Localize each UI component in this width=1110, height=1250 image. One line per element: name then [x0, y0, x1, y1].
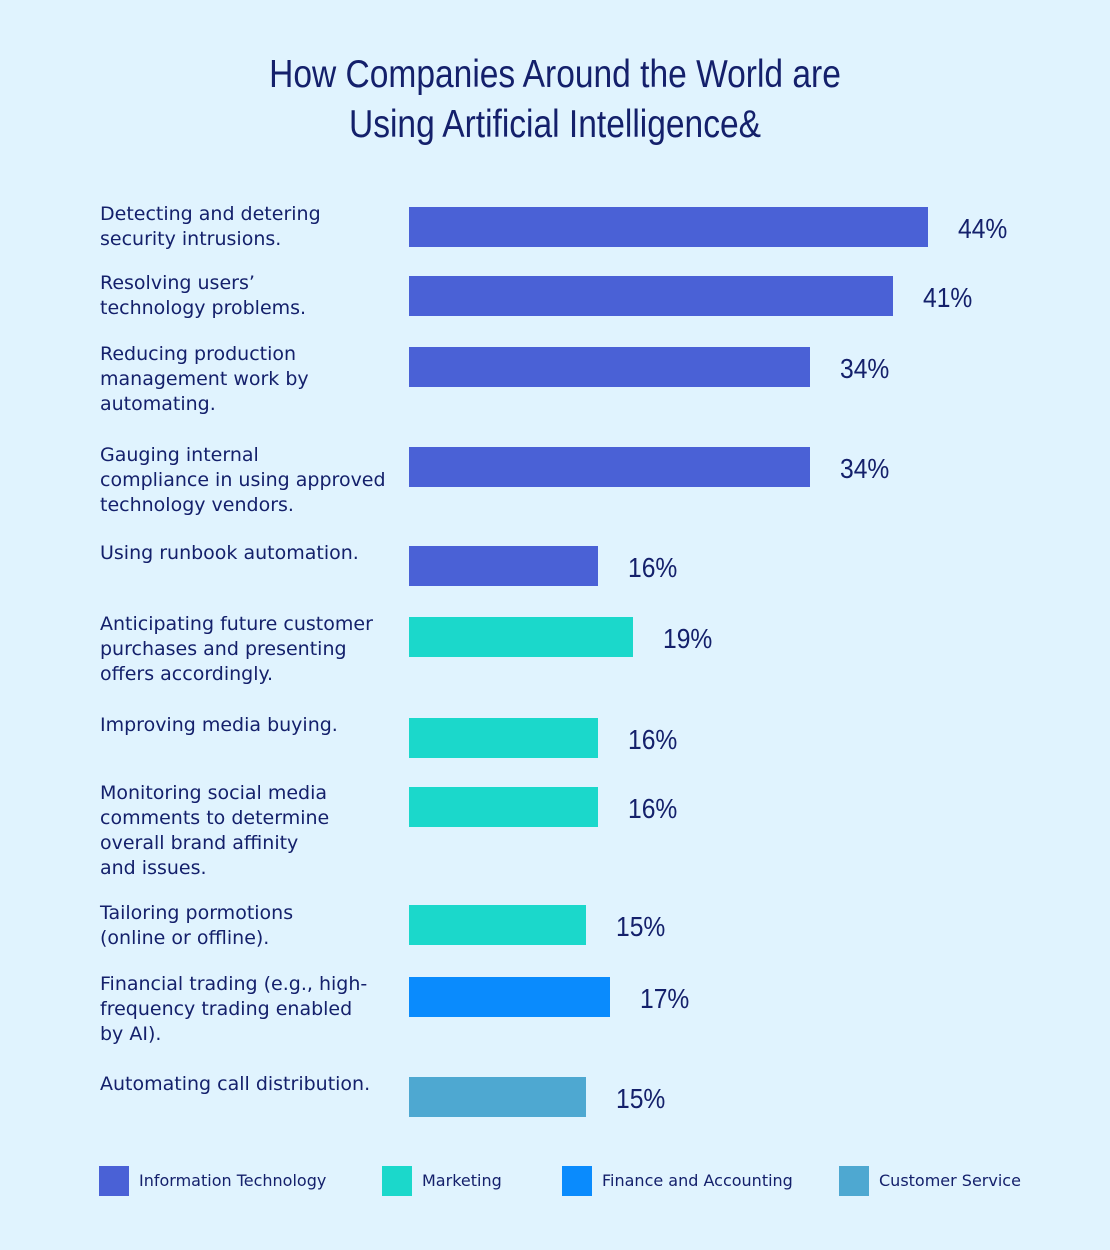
- category-label: Using runbook automation.: [100, 542, 359, 564]
- category-label: Financial trading (e.g., high- frequency…: [100, 973, 368, 1045]
- legend-label: Information Technology: [139, 1171, 327, 1190]
- legend-swatch: [562, 1166, 592, 1196]
- category-label: Gauging internal compliance in using app…: [100, 444, 386, 516]
- category-label: Tailoring pormotions (online or offline)…: [100, 902, 294, 949]
- chart-title: How Companies Around the World are Using…: [78, 50, 1033, 150]
- bar: [409, 347, 811, 387]
- legend-swatch: [99, 1166, 129, 1196]
- category-label: Detecting and detering security intrusio…: [100, 203, 321, 250]
- value-label: 41%: [922, 282, 972, 313]
- bar: [409, 447, 811, 487]
- category-label: Improving media buying.: [100, 714, 338, 736]
- value-label: 44%: [958, 213, 1008, 244]
- value-label: 19%: [663, 623, 713, 654]
- value-label: 16%: [627, 552, 678, 583]
- bar: [409, 617, 634, 657]
- legend-label: Finance and Accounting: [602, 1171, 793, 1190]
- category-label: Monitoring social media comments to dete…: [100, 782, 330, 879]
- value-label: 34%: [840, 453, 890, 484]
- bar: [409, 905, 586, 945]
- legend-swatch: [839, 1166, 869, 1196]
- bar: [409, 276, 893, 316]
- category-label: Reducing production management work by a…: [100, 343, 309, 415]
- chart-title-line-2: Using Artificial Intelligence&: [348, 103, 761, 146]
- value-label: 34%: [840, 353, 890, 384]
- bar: [409, 1077, 586, 1117]
- category-label: Anticipating future customer purchases a…: [100, 613, 373, 685]
- bar: [409, 546, 598, 586]
- legend-swatch: [382, 1166, 412, 1196]
- value-label: 17%: [639, 983, 689, 1014]
- bar: [409, 718, 598, 758]
- chart-title-line-1: How Companies Around the World are: [269, 53, 841, 96]
- legend-label: Marketing: [422, 1171, 502, 1190]
- value-label: 16%: [627, 793, 678, 824]
- bar: [409, 207, 928, 247]
- category-label: Automating call distribution.: [100, 1073, 371, 1095]
- value-label: 16%: [627, 724, 678, 755]
- legend-label: Customer Service: [879, 1171, 1021, 1190]
- category-label: Resolving users’ technology problems.: [100, 272, 307, 319]
- value-label: 15%: [615, 911, 666, 942]
- bar: [409, 787, 598, 827]
- bar: [409, 977, 610, 1017]
- value-label: 15%: [615, 1083, 666, 1114]
